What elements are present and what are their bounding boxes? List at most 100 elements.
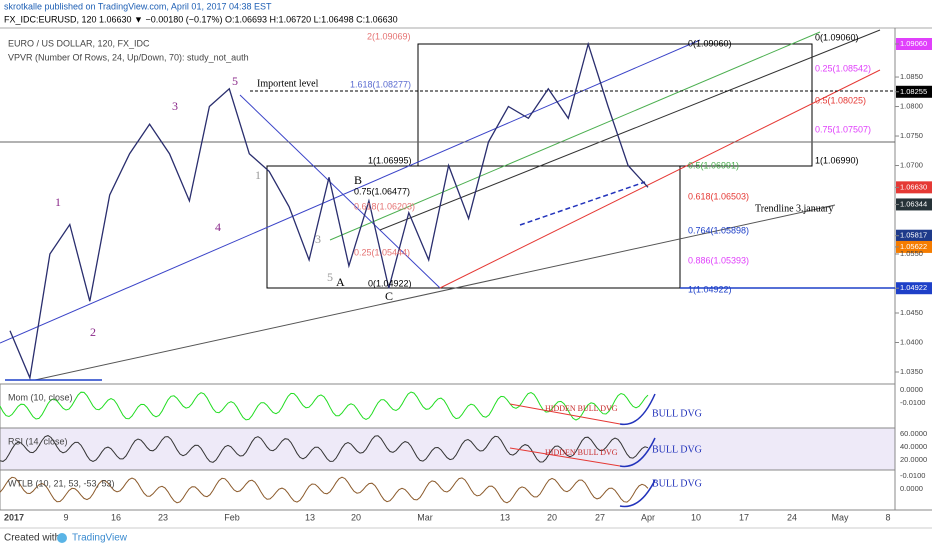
fib-label: 2(1.09069) <box>367 31 411 41</box>
footer-created: Created with <box>4 533 60 544</box>
symbol: EURO / US DOLLAR, 120, FX_IDC <box>8 38 150 48</box>
time-label: 13 <box>305 512 315 522</box>
price-label: 1.0450 <box>900 308 923 317</box>
pane-title: RSI (14, close) <box>8 436 68 446</box>
logo <box>57 533 67 543</box>
price-label-bg <box>896 229 932 242</box>
price-label: 1.05622 <box>900 242 927 251</box>
trendline <box>0 39 701 344</box>
annotation: A <box>336 275 345 289</box>
price-label-bg <box>896 85 932 98</box>
price-label-bg <box>896 240 932 253</box>
divergence-note: BULL DVG <box>652 444 702 455</box>
divergence-line <box>509 403 621 425</box>
annotation: 1 <box>55 195 61 209</box>
time-label: 10 <box>691 512 701 522</box>
time-label: 13 <box>500 512 510 522</box>
time-label: 8 <box>885 512 890 522</box>
price-label-bg <box>896 181 932 194</box>
fib-label: 0.5(1.08025) <box>815 95 866 105</box>
price-label: 1.0850 <box>900 72 923 81</box>
annotation: 1 <box>255 168 261 182</box>
divergence-note: HIDDEN BULL DVG <box>545 404 618 413</box>
divergence-arrow <box>619 479 656 508</box>
dashed-line <box>519 181 646 226</box>
oscillator-line <box>0 391 649 421</box>
time-label: 27 <box>595 512 605 522</box>
fib-label: 1(1.04922) <box>688 284 732 294</box>
fib-label: 0(1.09060) <box>815 32 859 42</box>
time-label: Apr <box>641 512 655 522</box>
annotation: 5 <box>232 74 238 88</box>
pane-axis-label: 40.0000 <box>900 442 927 451</box>
fib-label: 1(1.06990) <box>815 155 859 165</box>
pane-axis-label: 0.0000 <box>900 385 923 394</box>
annotation: Importent level <box>257 78 319 89</box>
oscillator-line <box>0 476 649 504</box>
oscillator-line <box>0 435 649 463</box>
price-label-bg <box>896 198 932 211</box>
pane-axis-label: 60.0000 <box>900 429 927 438</box>
pane-axis-label: -0.0100 <box>900 471 925 480</box>
pane-axis-label: 0.0000 <box>900 484 923 493</box>
price-line <box>9 41 649 381</box>
price-label: 1.06630 <box>900 182 927 191</box>
time-label: 16 <box>111 512 121 522</box>
fib-label: 0.618(1.06203) <box>354 201 415 211</box>
price-label: 1.0400 <box>900 337 923 346</box>
box <box>417 43 813 167</box>
price-label-bg <box>896 282 932 295</box>
fib-label: 0.764(1.05898) <box>688 225 749 235</box>
trendline <box>239 94 441 289</box>
price-label: 1.05817 <box>900 231 927 240</box>
divergence-arrow <box>619 437 656 468</box>
price-label-bg <box>896 38 932 50</box>
study: VPVR (Number Of Rows, 24, Up/Down, 70): … <box>8 52 249 62</box>
pitchfork <box>329 31 821 241</box>
price-label: 1.08255 <box>900 87 927 96</box>
time-label: Mar <box>417 512 433 522</box>
divergence-note: HIDDEN BULL DVG <box>545 448 618 457</box>
fib-label: 1(1.06995) <box>368 155 412 165</box>
pane <box>0 427 896 471</box>
price-label: 1.0800 <box>900 102 923 111</box>
fib-label: 0.886(1.05393) <box>688 255 749 265</box>
price-label: 1.04922 <box>900 283 927 292</box>
footer-brand: TradingView <box>72 533 128 544</box>
price-label: 1.09060 <box>900 39 927 48</box>
price-label: 1.0350 <box>900 367 923 376</box>
time-label: May <box>831 512 849 522</box>
annotation: 3 <box>315 232 321 246</box>
time-label: 2017 <box>4 512 24 522</box>
pane <box>0 469 896 511</box>
fib-label: 1.618(1.08277) <box>350 79 411 89</box>
pane-title: WTLB (10, 21, 53, -53, 53) <box>8 478 115 488</box>
trendline <box>34 204 836 381</box>
time-label: 17 <box>739 512 749 522</box>
fib-label: 0.25(1.08542) <box>815 63 871 73</box>
fib-label: 0.5(1.06991) <box>688 160 739 170</box>
divergence-note: BULL DVG <box>652 478 702 489</box>
divergence-arrow <box>619 393 656 426</box>
divergence-note: BULL DVG <box>652 408 702 419</box>
price-label: 1.0550 <box>900 249 923 258</box>
annotation: 3 <box>172 99 178 113</box>
time-label: 9 <box>63 512 68 522</box>
annotation: Trendline 3.january <box>755 203 834 214</box>
pane-axis-label: -0.0100 <box>900 398 925 407</box>
fib-label: 0.618(1.06503) <box>688 191 749 201</box>
fib-label: 0(1.09060) <box>688 38 732 48</box>
annotation: 4 <box>215 220 221 234</box>
fib-label: 0.25(1.05444) <box>354 247 410 257</box>
annotation: 5 <box>327 270 333 284</box>
pane-axis-label: 20.0000 <box>900 455 927 464</box>
time-label: 20 <box>351 512 361 522</box>
publisher: skrotkalle published on TradingView.com,… <box>4 1 272 11</box>
annotation: 2 <box>90 325 96 339</box>
pitchfork <box>379 29 881 231</box>
quote: FX_IDC:EURUSD, 120 1.06630 ▼ −0.00180 (−… <box>4 14 398 24</box>
fib-label: 0.75(1.06477) <box>354 186 410 196</box>
price-label: 1.0750 <box>900 131 923 140</box>
time-label: 24 <box>787 512 797 522</box>
